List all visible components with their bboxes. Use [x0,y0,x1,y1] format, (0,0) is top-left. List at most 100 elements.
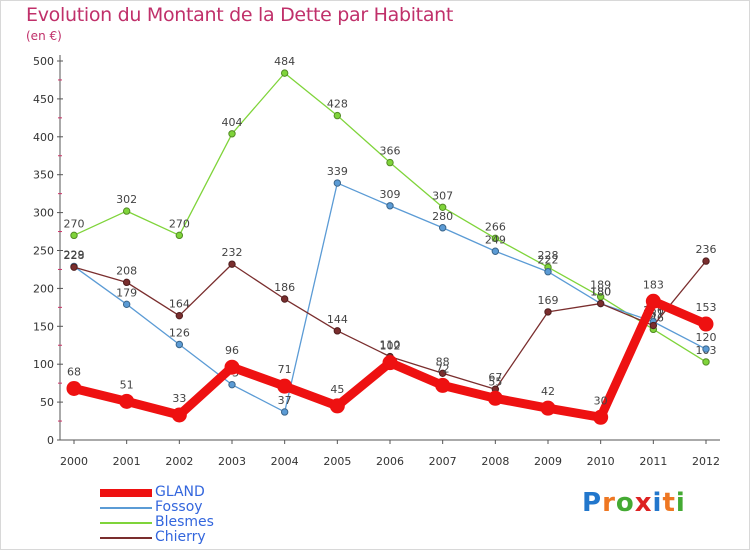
data-label-chierry: 236 [696,243,717,256]
data-point-blesmes [438,203,447,211]
data-point-chierry [702,257,710,265]
series-blesmes: 270302270404484428366307266228189146103 [64,55,717,366]
y-tick-label: 150 [33,320,54,333]
data-point-chierry [70,263,78,271]
data-label-fossoy: 249 [485,233,506,246]
data-point-gland [119,393,135,409]
x-tick-label: 2009 [534,455,562,468]
x-tick-label: 2008 [481,455,509,468]
data-label-chierry: 144 [327,313,348,326]
data-label-gland: 45 [330,383,344,396]
data-point-chierry [649,321,658,330]
data-label-chierry: 228 [64,249,85,262]
data-label-gland: 71 [278,363,292,376]
x-tick-label: 2002 [165,455,193,468]
data-label-blesmes: 270 [169,217,190,230]
data-label-gland: 33 [172,392,186,405]
data-point-gland [698,316,714,332]
legend-item-fossoy: Fossoy [100,499,300,515]
data-point-blesmes [70,231,78,240]
data-point-fossoy [702,345,710,353]
y-tick-label: 350 [33,169,54,182]
data-label-fossoy: 222 [538,254,559,267]
legend-item-blesmes: Blesmes [100,514,300,530]
data-point-fossoy [122,300,131,309]
data-label-gland: 183 [643,278,664,291]
legend-label-fossoy: Fossoy [155,499,203,515]
logo-letter: P [582,488,603,518]
data-label-chierry: 180 [590,286,611,299]
data-label-chierry: 208 [116,264,137,277]
data-point-chierry [175,311,184,320]
data-label-gland: 55 [488,375,502,388]
data-point-gland [540,400,556,416]
data-label-blesmes: 484 [274,55,295,68]
data-label-fossoy: 180 [590,286,611,299]
data-label-gland: 102 [380,340,401,353]
data-point-chierry [438,369,447,377]
data-point-blesmes [228,130,236,138]
data-label-gland: 51 [120,378,134,391]
legend-label-gland: GLAND [155,484,205,500]
y-tick-label: 300 [33,207,54,220]
legend-swatch-fossoy [100,507,152,509]
data-point-blesmes [175,231,184,240]
data-point-gland [593,409,609,425]
data-point-blesmes [333,111,342,120]
data-label-fossoy: 309 [380,188,401,201]
chart-legend: GLAND Fossoy Blesmes Chierry [100,484,300,545]
data-point-chierry [544,308,552,316]
data-label-gland: 72 [436,362,450,375]
y-tick-label: 200 [33,282,54,295]
data-label-blesmes: 404 [222,116,243,129]
data-label-chierry: 67 [488,371,502,384]
y-tick-label: 0 [47,434,54,447]
data-point-gland [66,380,82,396]
data-point-blesmes [386,158,394,167]
data-label-blesmes: 302 [116,193,137,206]
logo-letter: o [615,488,635,518]
logo-letter: r [602,488,616,518]
data-point-blesmes [122,207,131,215]
x-tick-label: 2007 [429,455,457,468]
x-tick-label: 2000 [60,455,88,468]
data-label-blesmes: 270 [64,217,85,230]
y-tick-label: 400 [33,131,54,144]
data-label-chierry: 232 [222,246,243,259]
data-point-blesmes [280,69,289,77]
y-tick-label: 500 [33,55,54,68]
data-point-blesmes [491,234,500,243]
data-point-chierry [596,299,605,308]
data-label-blesmes: 228 [538,249,559,262]
data-point-gland [171,407,187,423]
data-point-gland [487,390,503,406]
data-point-chierry [122,278,131,287]
data-label-gland: 96 [225,344,239,357]
data-label-chierry: 88 [436,355,450,368]
data-label-fossoy: 120 [696,331,717,344]
x-tick-label: 2004 [271,455,299,468]
data-point-fossoy [544,268,552,276]
data-point-fossoy [491,247,500,255]
data-label-chierry: 164 [169,298,190,311]
logo-letter: i [652,488,663,518]
data-label-gland: 68 [67,365,81,378]
y-tick-label: 450 [33,93,54,106]
data-label-blesmes: 428 [327,98,348,111]
data-point-gland [382,355,398,371]
data-point-gland [645,293,661,309]
y-tick-label: 250 [33,245,54,258]
data-point-fossoy [280,408,289,416]
data-label-gland: 42 [541,385,555,398]
legend-item-chierry: Chierry [100,529,300,545]
data-label-blesmes: 266 [485,220,506,233]
x-tick-label: 2010 [587,455,615,468]
data-point-gland [224,359,240,375]
data-label-blesmes: 307 [432,189,453,202]
legend-swatch-chierry [100,537,152,539]
data-label-gland: 30 [594,394,608,407]
x-tick-label: 2011 [639,455,667,468]
data-point-fossoy [438,224,447,232]
